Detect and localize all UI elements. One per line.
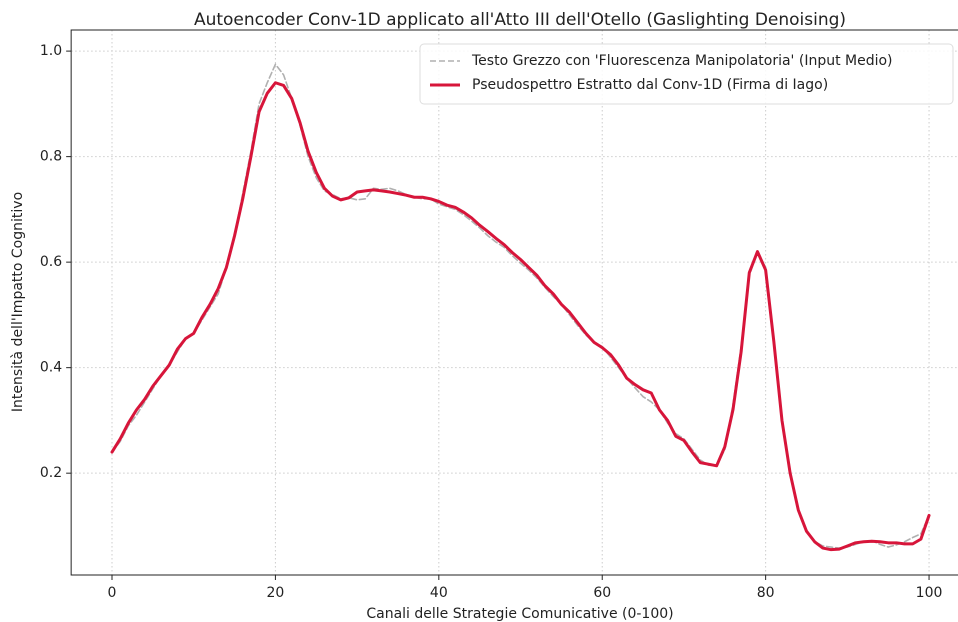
y-tick-label: 0.4 <box>40 360 62 376</box>
y-axis-label: Intensità dell'Impatto Cognitivo <box>10 192 26 412</box>
y-tick-label: 0.6 <box>40 254 62 270</box>
legend-label: Pseudospettro Estratto dal Conv-1D (Firm… <box>472 77 828 93</box>
x-tick-label: 60 <box>593 585 611 601</box>
y-tick-label: 0.8 <box>40 149 62 165</box>
legend: Testo Grezzo con 'Fluorescenza Manipolat… <box>419 43 954 105</box>
plot-frame <box>70 29 958 576</box>
chart-title: Autoencoder Conv-1D applicato all'Atto I… <box>194 10 846 30</box>
x-tick-label: 80 <box>757 585 775 601</box>
x-tick-label: 100 <box>916 585 943 601</box>
x-tick-label: 20 <box>266 585 284 601</box>
y-tick-label: 1.0 <box>40 43 62 59</box>
x-tick-label: 0 <box>108 585 117 601</box>
legend-box <box>419 43 954 105</box>
x-axis-label: Canali delle Strategie Comunicative (0-1… <box>366 606 673 622</box>
line-series <box>110 81 931 552</box>
x-tick-label: 40 <box>430 585 448 601</box>
legend-label: Testo Grezzo con 'Fluorescenza Manipolat… <box>471 53 893 69</box>
line-series <box>111 63 930 549</box>
y-tick-label: 0.2 <box>40 465 62 481</box>
